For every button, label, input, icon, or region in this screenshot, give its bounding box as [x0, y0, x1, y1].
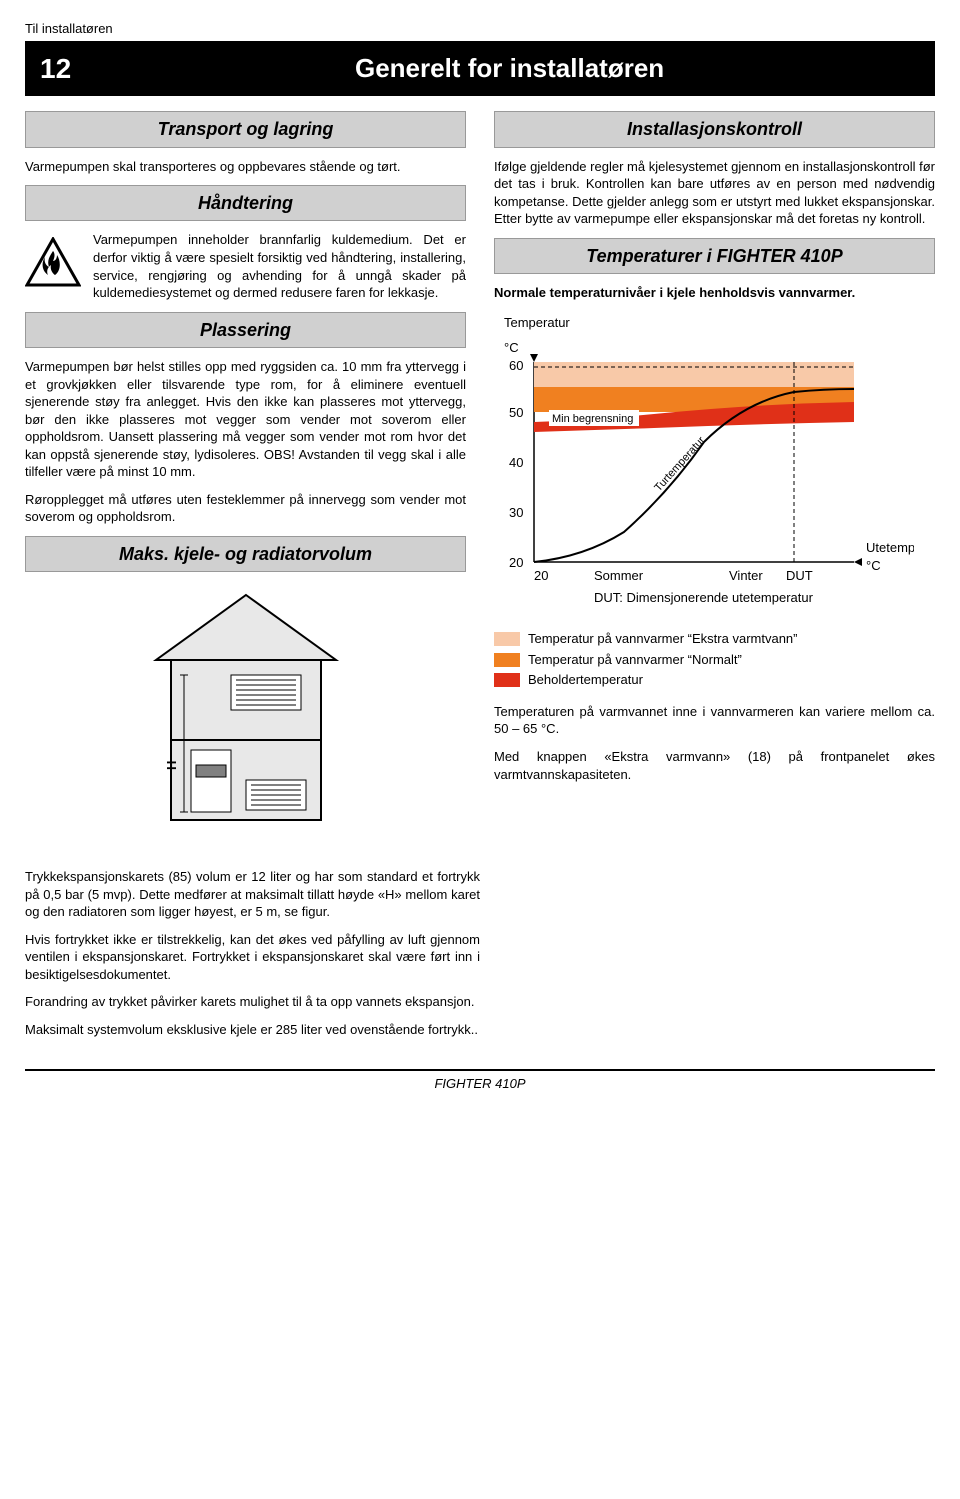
svg-text:Turtemperatur: Turtemperatur	[652, 434, 708, 494]
page-footer: FIGHTER 410P	[25, 1069, 935, 1093]
section-transport: Transport og lagring	[25, 111, 466, 147]
legend-swatch-0	[494, 632, 520, 646]
svg-text:30: 30	[509, 505, 523, 520]
svg-text:50: 50	[509, 405, 523, 420]
svg-text:Utetemperatur: Utetemperatur	[866, 540, 914, 555]
svg-text:DUT: DUT	[786, 568, 813, 583]
install-text: Ifølge gjeldende regler må kjelesystemet…	[494, 158, 935, 228]
svg-text:Temperatur: Temperatur	[504, 315, 570, 330]
legend-label-0: Temperatur på vannvarmer “Ekstra varmtva…	[528, 630, 797, 648]
house-diagram: H	[136, 590, 356, 830]
svg-text:60: 60	[509, 358, 523, 373]
page-number: 12	[26, 42, 85, 96]
placement-p2: Røropplegget må utføres uten festeklemme…	[25, 491, 466, 526]
section-install: Installasjonskontroll	[494, 111, 935, 147]
h-label: H	[164, 761, 179, 770]
handling-text: Varmepumpen inneholder brannfarlig kulde…	[93, 231, 466, 301]
section-handling: Håndtering	[25, 185, 466, 221]
flammable-warning-icon	[25, 237, 81, 287]
warning-block: Varmepumpen inneholder brannfarlig kulde…	[25, 231, 466, 301]
legend-label-2: Beholdertemperatur	[528, 671, 643, 689]
svg-text:°C: °C	[504, 340, 519, 355]
temp-intro: Normale temperaturnivåer i kjele henhold…	[494, 284, 935, 302]
legend-item-0: Temperatur på vannvarmer “Ekstra varmtva…	[494, 630, 935, 648]
svg-text:Min begrensning: Min begrensning	[552, 413, 633, 425]
legend-item-1: Temperatur på vannvarmer “Normalt”	[494, 651, 935, 669]
svg-text:Sommer: Sommer	[594, 568, 644, 583]
chart-legend: Temperatur på vannvarmer “Ekstra varmtva…	[494, 630, 935, 689]
bottom-text: Trykkekspansjonskarets (85) volum er 12 …	[25, 868, 480, 1038]
legend-item-2: Beholdertemperatur	[494, 671, 935, 689]
bottom-p3: Forandring av trykket påvirker karets mu…	[25, 993, 480, 1011]
svg-text:40: 40	[509, 455, 523, 470]
svg-text:DUT: Dimensjonerende utetemper: DUT: Dimensjonerende utetemperatur	[594, 590, 814, 605]
bottom-p4: Maksimalt systemvolum eksklusive kjele e…	[25, 1021, 480, 1039]
bottom-p1: Trykkekspansjonskarets (85) volum er 12 …	[25, 868, 480, 921]
svg-text:20: 20	[509, 555, 523, 570]
bottom-p2: Hvis fortrykket ikke er tilstrekkelig, k…	[25, 931, 480, 984]
placement-p1: Varmepumpen bør helst stilles opp med ry…	[25, 358, 466, 481]
section-maks: Maks. kjele- og radiatorvolum	[25, 536, 466, 572]
right-column: Installasjonskontroll Ifølge gjeldende r…	[494, 111, 935, 848]
svg-text:°C: °C	[866, 558, 881, 573]
page-header: 12 Generelt for installatøren	[25, 41, 935, 97]
legend-swatch-2	[494, 673, 520, 687]
temp-p2: Med knappen «Ekstra varmvann» (18) på fr…	[494, 748, 935, 783]
svg-text:Vinter: Vinter	[729, 568, 763, 583]
temperature-chart: Temperatur °C 20 30 40 50 60	[494, 312, 914, 612]
section-temperatures: Temperaturer i FIGHTER 410P	[494, 238, 935, 274]
transport-text: Varmepumpen skal transporteres og oppbev…	[25, 158, 466, 176]
left-column: Transport og lagring Varmepumpen skal tr…	[25, 111, 466, 848]
section-placement: Plassering	[25, 312, 466, 348]
page-title: Generelt for installatøren	[85, 42, 934, 96]
legend-label-1: Temperatur på vannvarmer “Normalt”	[528, 651, 742, 669]
legend-swatch-1	[494, 653, 520, 667]
header-audience: Til installatøren	[25, 20, 935, 38]
svg-text:20: 20	[534, 568, 548, 583]
temp-p1: Temperaturen på varmvannet inne i vannva…	[494, 703, 935, 738]
